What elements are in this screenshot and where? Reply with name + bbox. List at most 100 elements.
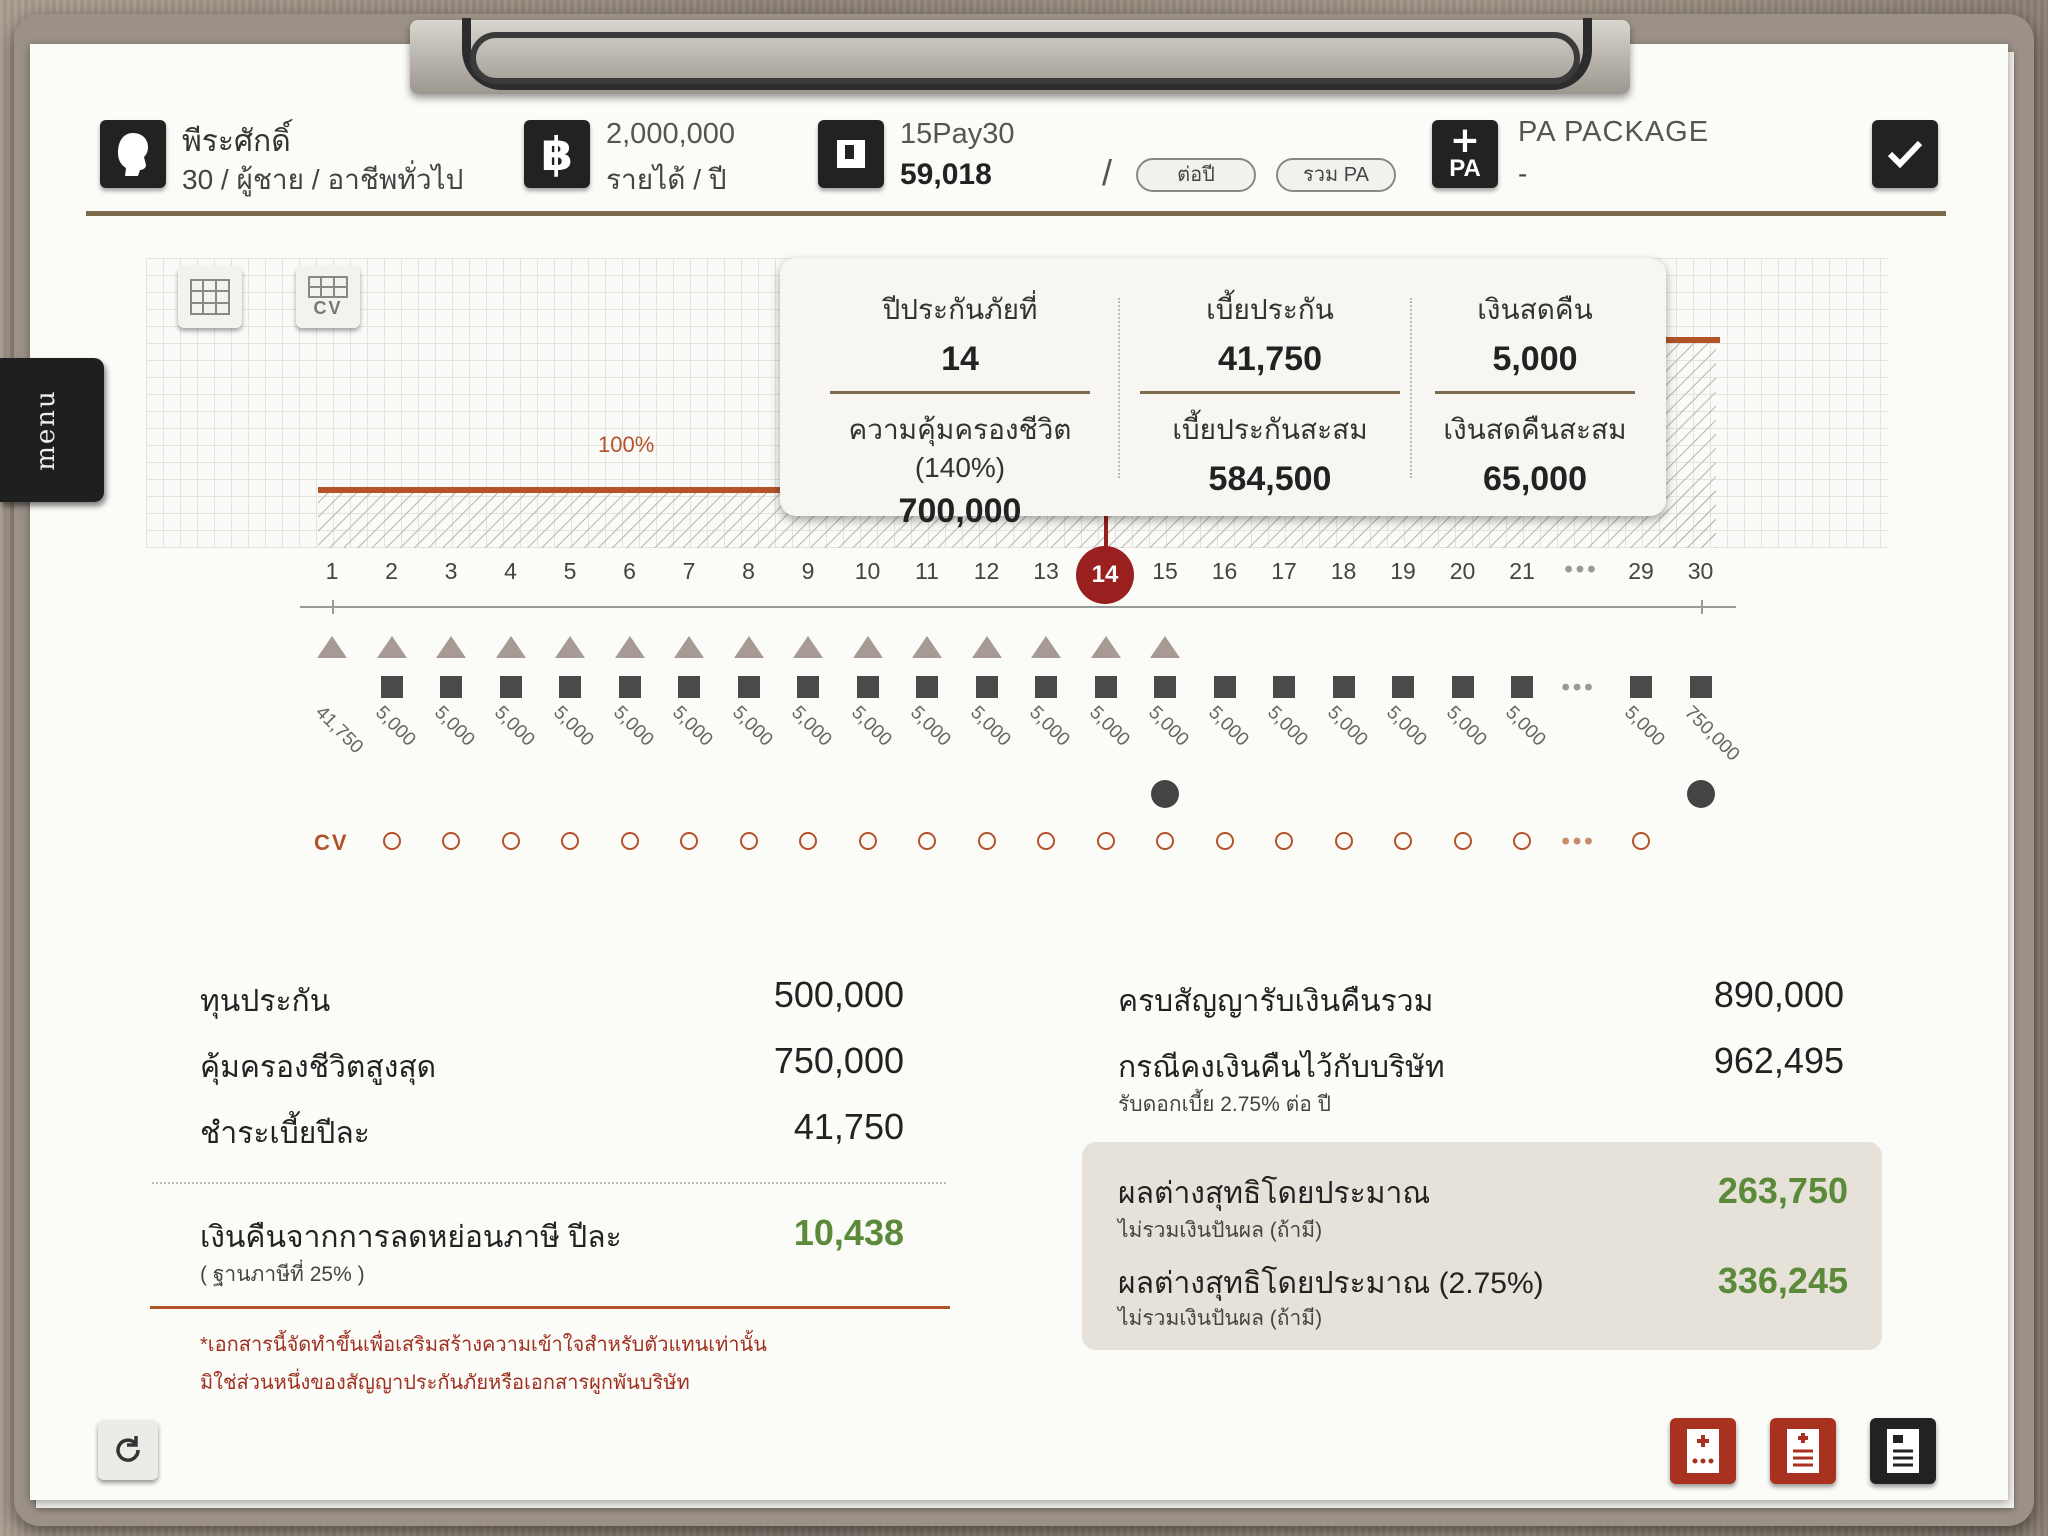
cashback-ellipsis: ••• bbox=[1561, 674, 1596, 701]
document-button[interactable] bbox=[1870, 1418, 1936, 1484]
summary-red-divider bbox=[150, 1306, 950, 1309]
per-year-button[interactable]: ต่อปี bbox=[1136, 158, 1256, 192]
cv-marker[interactable] bbox=[918, 832, 936, 850]
year-label[interactable]: 4 bbox=[504, 558, 517, 584]
cv-marker[interactable] bbox=[501, 832, 520, 850]
menu-tab[interactable] bbox=[0, 358, 104, 502]
customer-info: 30 / ผู้ชาย / อาชีพทั่วไป bbox=[182, 164, 464, 195]
year-ellipsis[interactable]: ••• bbox=[1564, 556, 1599, 583]
cashback-marker bbox=[618, 676, 641, 698]
clip-wire bbox=[462, 18, 1592, 90]
year-label[interactable]: 2 bbox=[385, 558, 398, 584]
timeline-axis bbox=[300, 606, 1736, 608]
year-label[interactable]: 20 bbox=[1449, 558, 1476, 584]
confirm-check-button[interactable] bbox=[1872, 120, 1938, 188]
deposit-sub: รับดอกเบี้ย 2.75% ต่อ ปี bbox=[1118, 1093, 1332, 1116]
premium-payment-marker bbox=[436, 636, 466, 658]
cashback-marker bbox=[559, 676, 581, 698]
cv-marker[interactable] bbox=[442, 832, 460, 850]
year-label[interactable]: 1 bbox=[325, 558, 339, 584]
year-label[interactable]: 3 bbox=[444, 558, 458, 584]
cv-marker[interactable] bbox=[858, 832, 877, 850]
coverage-area-high bbox=[1660, 340, 1716, 548]
cv-ellipsis: ••• bbox=[1561, 828, 1596, 855]
year-label[interactable]: 10 bbox=[854, 558, 881, 584]
pa-package-title: PA PACKAGE bbox=[1518, 116, 1710, 148]
cv-marker[interactable] bbox=[1156, 832, 1174, 850]
net-difference-box bbox=[1082, 1142, 1882, 1350]
year-label[interactable]: 30 bbox=[1687, 558, 1714, 584]
health-doc-button[interactable] bbox=[1770, 1418, 1836, 1484]
tax-refund-value: 10,438 bbox=[793, 1212, 904, 1253]
premium-payment-marker bbox=[1090, 636, 1121, 658]
person-icon[interactable] bbox=[100, 120, 166, 188]
year-label[interactable]: 9 bbox=[801, 558, 815, 584]
max-coverage-value: 750,000 bbox=[773, 1040, 904, 1081]
net2-label: ผลต่างสุทธิโดยประมาณ (2.75%) bbox=[1118, 1267, 1544, 1300]
customer-name: พีระศักดิ์ bbox=[182, 125, 291, 158]
popup-year-value: 14 bbox=[941, 340, 979, 378]
cv-marker[interactable] bbox=[620, 832, 639, 850]
reset-button[interactable] bbox=[98, 1420, 158, 1480]
year-label[interactable]: 8 bbox=[742, 558, 755, 584]
year-label[interactable]: 6 bbox=[623, 558, 636, 584]
year-label[interactable]: 13 bbox=[1033, 558, 1059, 584]
cv-row-label: CV bbox=[314, 830, 349, 855]
cv-marker[interactable] bbox=[1513, 832, 1531, 850]
cv-marker[interactable] bbox=[1632, 832, 1650, 850]
income-value: 2,000,000 bbox=[606, 118, 736, 150]
cv-marker[interactable] bbox=[1096, 832, 1115, 850]
year-label[interactable]: 5 bbox=[563, 558, 577, 584]
summary-dotted-divider bbox=[152, 1182, 946, 1184]
table-view-button[interactable] bbox=[178, 266, 242, 328]
popup-col-year: ปีประกันภัยที่ 14 ความคุ้มครองชีวิต (140… bbox=[800, 288, 1120, 531]
cv-marker[interactable] bbox=[739, 832, 758, 850]
net-label: ผลต่างสุทธิโดยประมาณ bbox=[1118, 1177, 1431, 1210]
cashback-marker bbox=[380, 676, 403, 698]
cv-marker[interactable] bbox=[1215, 832, 1234, 850]
year-label[interactable]: 19 bbox=[1390, 558, 1416, 584]
medical-doc-button[interactable] bbox=[1670, 1418, 1736, 1484]
premium-payment-marker bbox=[852, 636, 883, 658]
popup-cum-premium-label: เบี้ยประกันสะสม bbox=[1172, 414, 1368, 445]
year-label[interactable]: 12 bbox=[973, 558, 1000, 584]
cv-marker[interactable] bbox=[1037, 832, 1055, 850]
year-label[interactable]: 21 bbox=[1509, 558, 1535, 584]
baht-icon[interactable]: ฿ bbox=[524, 120, 590, 188]
cashback-marker bbox=[1154, 676, 1176, 698]
plan-book-icon[interactable] bbox=[818, 120, 884, 188]
year-label[interactable]: 29 bbox=[1628, 558, 1654, 584]
cv-marker[interactable] bbox=[977, 832, 996, 850]
cv-marker[interactable] bbox=[1275, 832, 1293, 850]
health-doc-icon bbox=[1787, 1429, 1819, 1473]
cashback-marker bbox=[1273, 676, 1295, 698]
cashback-marker bbox=[856, 676, 879, 698]
cv-table-button[interactable]: CV bbox=[296, 266, 360, 328]
milestone-dot bbox=[1151, 780, 1179, 808]
year-label[interactable]: 18 bbox=[1330, 558, 1357, 584]
year-label[interactable]: 16 bbox=[1211, 558, 1238, 584]
plan-name: 15Pay30 bbox=[900, 118, 1015, 150]
deposit-label: กรณีคงเงินคืนไว้กับบริษัท bbox=[1118, 1051, 1445, 1084]
year-label[interactable]: 7 bbox=[682, 558, 696, 584]
pa-plus-icon[interactable]: + PA bbox=[1432, 120, 1498, 188]
sum-insured-value: 500,000 bbox=[773, 974, 904, 1015]
cv-marker[interactable] bbox=[561, 832, 579, 850]
year-label[interactable]: 11 bbox=[915, 558, 939, 584]
cv-marker[interactable] bbox=[1334, 832, 1353, 850]
cv-marker[interactable] bbox=[382, 832, 401, 850]
cv-marker[interactable] bbox=[1394, 832, 1412, 850]
net2-value: 336,245 bbox=[1717, 1260, 1848, 1301]
year-label[interactable]: 15 bbox=[1152, 558, 1178, 584]
selected-year-badge[interactable]: 14 bbox=[1076, 546, 1134, 604]
cv-marker[interactable] bbox=[680, 832, 698, 850]
deposit-value: 962,495 bbox=[1713, 1040, 1844, 1081]
cv-marker[interactable] bbox=[1453, 832, 1472, 850]
cashback-marker bbox=[1094, 676, 1117, 698]
cv-marker[interactable] bbox=[799, 832, 817, 850]
net-value: 263,750 bbox=[1717, 1170, 1848, 1211]
clip-wire-inner bbox=[470, 32, 1580, 84]
popup-col-premium: เบี้ยประกัน 41,750 เบี้ยประกันสะสม 584,5… bbox=[1130, 288, 1410, 499]
include-pa-button[interactable]: รวม PA bbox=[1276, 158, 1396, 192]
year-label[interactable]: 17 bbox=[1271, 558, 1297, 584]
